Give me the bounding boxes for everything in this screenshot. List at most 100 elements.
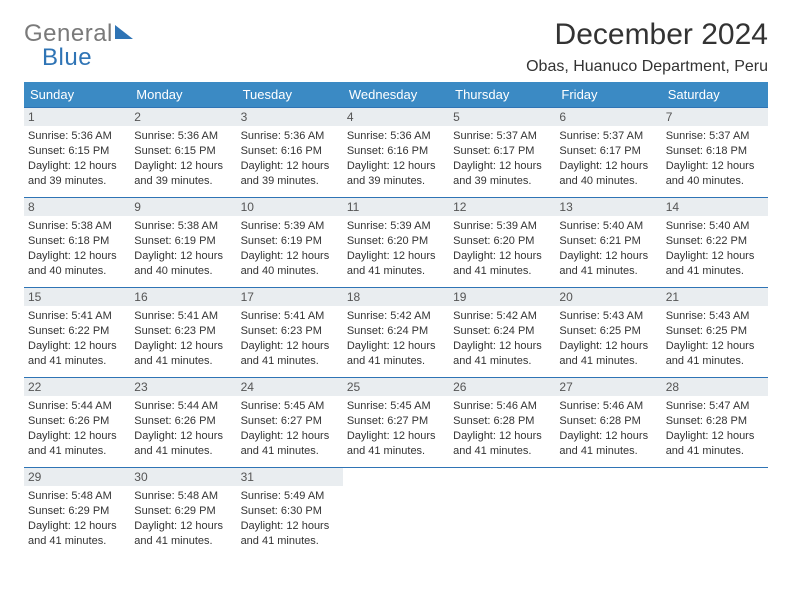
daylight-text: Daylight: 12 hours and 41 minutes.	[666, 339, 764, 369]
col-wednesday: Wednesday	[343, 82, 449, 108]
calendar-day-cell: 4Sunrise: 5:36 AMSunset: 6:16 PMDaylight…	[343, 108, 449, 198]
daylight-text: Daylight: 12 hours and 41 minutes.	[453, 429, 551, 459]
col-sunday: Sunday	[24, 82, 130, 108]
calendar-day-cell: 25Sunrise: 5:45 AMSunset: 6:27 PMDayligh…	[343, 378, 449, 468]
sunrise-text: Sunrise: 5:37 AM	[453, 129, 551, 144]
daylight-text: Daylight: 12 hours and 41 minutes.	[28, 429, 126, 459]
sunrise-text: Sunrise: 5:40 AM	[559, 219, 657, 234]
day-number: 19	[449, 288, 555, 306]
day-number: 14	[662, 198, 768, 216]
day-number: 23	[130, 378, 236, 396]
sunset-text: Sunset: 6:18 PM	[666, 144, 764, 159]
sunset-text: Sunset: 6:26 PM	[28, 414, 126, 429]
sunset-text: Sunset: 6:22 PM	[666, 234, 764, 249]
sunrise-text: Sunrise: 5:45 AM	[241, 399, 339, 414]
sunrise-text: Sunrise: 5:39 AM	[241, 219, 339, 234]
calendar-day-cell: 17Sunrise: 5:41 AMSunset: 6:23 PMDayligh…	[237, 288, 343, 378]
sunset-text: Sunset: 6:18 PM	[28, 234, 126, 249]
day-number: 25	[343, 378, 449, 396]
sunrise-text: Sunrise: 5:40 AM	[666, 219, 764, 234]
calendar-day-cell: 23 Sunrise: 5:44 AMSunset: 6:26 PMDayligh…	[130, 378, 236, 468]
sunrise-text: Sunrise: 5:36 AM	[241, 129, 339, 144]
daylight-text: Daylight: 12 hours and 41 minutes.	[134, 429, 232, 459]
calendar-day-cell: 31Sunrise: 5:49 AMSunset: 6:30 PMDayligh…	[237, 468, 343, 558]
calendar-day-cell: 24Sunrise: 5:45 AMSunset: 6:27 PMDayligh…	[237, 378, 343, 468]
day-number: 17	[237, 288, 343, 306]
sunrise-text: Sunrise: 5:41 AM	[28, 309, 126, 324]
sunrise-text: Sunrise: 5:47 AM	[666, 399, 764, 414]
sunset-text: Sunset: 6:27 PM	[347, 414, 445, 429]
triangle-icon	[115, 25, 133, 39]
day-number: 15	[24, 288, 130, 306]
sunset-text: Sunset: 6:23 PM	[241, 324, 339, 339]
calendar-day-cell: 15Sunrise: 5:41 AMSunset: 6:22 PMDayligh…	[24, 288, 130, 378]
sunset-text: Sunset: 6:16 PM	[347, 144, 445, 159]
day-number: 21	[662, 288, 768, 306]
daylight-text: Daylight: 12 hours and 41 minutes.	[347, 429, 445, 459]
sunrise-text: Sunrise: 5:42 AM	[453, 309, 551, 324]
sunset-text: Sunset: 6:29 PM	[28, 504, 126, 519]
sunset-text: Sunset: 6:26 PM	[134, 414, 232, 429]
calendar-week-row: 15Sunrise: 5:41 AMSunset: 6:22 PMDayligh…	[24, 288, 768, 378]
sunrise-text: Sunrise: 5:44 AM	[134, 399, 232, 414]
logo-word-blue: Blue	[42, 46, 133, 70]
sunset-text: Sunset: 6:25 PM	[666, 324, 764, 339]
calendar-day-cell: 5Sunrise: 5:37 AMSunset: 6:17 PMDaylight…	[449, 108, 555, 198]
daylight-text: Daylight: 12 hours and 41 minutes.	[559, 429, 657, 459]
sunrise-text: Sunrise: 5:48 AM	[28, 489, 126, 504]
calendar-day-cell: 18Sunrise: 5:42 AMSunset: 6:24 PMDayligh…	[343, 288, 449, 378]
calendar-day-cell: 1Sunrise: 5:36 AMSunset: 6:15 PMDaylight…	[24, 108, 130, 198]
col-tuesday: Tuesday	[237, 82, 343, 108]
sunset-text: Sunset: 6:28 PM	[453, 414, 551, 429]
calendar-day-cell: 6Sunrise: 5:37 AMSunset: 6:17 PMDaylight…	[555, 108, 661, 198]
calendar-page: General Blue December 2024 Obas, Huanuco…	[0, 0, 792, 557]
calendar-week-row: 22Sunrise: 5:44 AMSunset: 6:26 PMDayligh…	[24, 378, 768, 468]
sunset-text: Sunset: 6:24 PM	[347, 324, 445, 339]
logo-row: General	[24, 22, 133, 46]
day-number: 12	[449, 198, 555, 216]
col-friday: Friday	[555, 82, 661, 108]
sunset-text: Sunset: 6:25 PM	[559, 324, 657, 339]
sunrise-text: Sunrise: 5:43 AM	[559, 309, 657, 324]
daylight-text: Daylight: 12 hours and 39 minutes.	[134, 159, 232, 189]
sunrise-text: Sunrise: 5:38 AM	[28, 219, 126, 234]
sunrise-text: Sunrise: 5:48 AM	[134, 489, 232, 504]
calendar-day-cell: 12Sunrise: 5:39 AMSunset: 6:20 PMDayligh…	[449, 198, 555, 288]
col-thursday: Thursday	[449, 82, 555, 108]
day-number: 18	[343, 288, 449, 306]
sunrise-text: Sunrise: 5:39 AM	[453, 219, 551, 234]
calendar-day-cell	[555, 468, 661, 558]
daylight-text: Daylight: 12 hours and 41 minutes.	[241, 519, 339, 549]
calendar-day-cell: 27Sunrise: 5:46 AMSunset: 6:28 PMDayligh…	[555, 378, 661, 468]
day-number: 26	[449, 378, 555, 396]
calendar-body: 1Sunrise: 5:36 AMSunset: 6:15 PMDaylight…	[24, 108, 768, 558]
calendar-day-cell	[343, 468, 449, 558]
daylight-text: Daylight: 12 hours and 41 minutes.	[28, 339, 126, 369]
day-number: 22	[24, 378, 130, 396]
sunrise-text: Sunrise: 5:44 AM	[28, 399, 126, 414]
sunset-text: Sunset: 6:29 PM	[134, 504, 232, 519]
sunrise-text: Sunrise: 5:41 AM	[134, 309, 232, 324]
calendar-day-cell: 11Sunrise: 5:39 AMSunset: 6:20 PMDayligh…	[343, 198, 449, 288]
day-number: 16	[130, 288, 236, 306]
brand-logo: General Blue	[24, 18, 133, 70]
calendar-week-row: 1Sunrise: 5:36 AMSunset: 6:15 PMDaylight…	[24, 108, 768, 198]
daylight-text: Daylight: 12 hours and 41 minutes.	[241, 339, 339, 369]
sunrise-text: Sunrise: 5:38 AM	[134, 219, 232, 234]
day-number: 6	[555, 108, 661, 126]
calendar-day-cell: 28Sunrise: 5:47 AMSunset: 6:28 PMDayligh…	[662, 378, 768, 468]
sunrise-text: Sunrise: 5:37 AM	[666, 129, 764, 144]
day-number: 1	[24, 108, 130, 126]
logo-word-general: General	[24, 22, 113, 46]
sunrise-text: Sunrise: 5:46 AM	[453, 399, 551, 414]
day-number: 27	[555, 378, 661, 396]
daylight-text: Daylight: 12 hours and 41 minutes.	[453, 249, 551, 279]
daylight-text: Daylight: 12 hours and 41 minutes.	[453, 339, 551, 369]
sunset-text: Sunset: 6:24 PM	[453, 324, 551, 339]
month-title: December 2024	[526, 18, 768, 52]
daylight-text: Daylight: 12 hours and 41 minutes.	[134, 519, 232, 549]
day-number: 8	[24, 198, 130, 216]
day-number: 28	[662, 378, 768, 396]
day-number: 7	[662, 108, 768, 126]
sunset-text: Sunset: 6:28 PM	[666, 414, 764, 429]
